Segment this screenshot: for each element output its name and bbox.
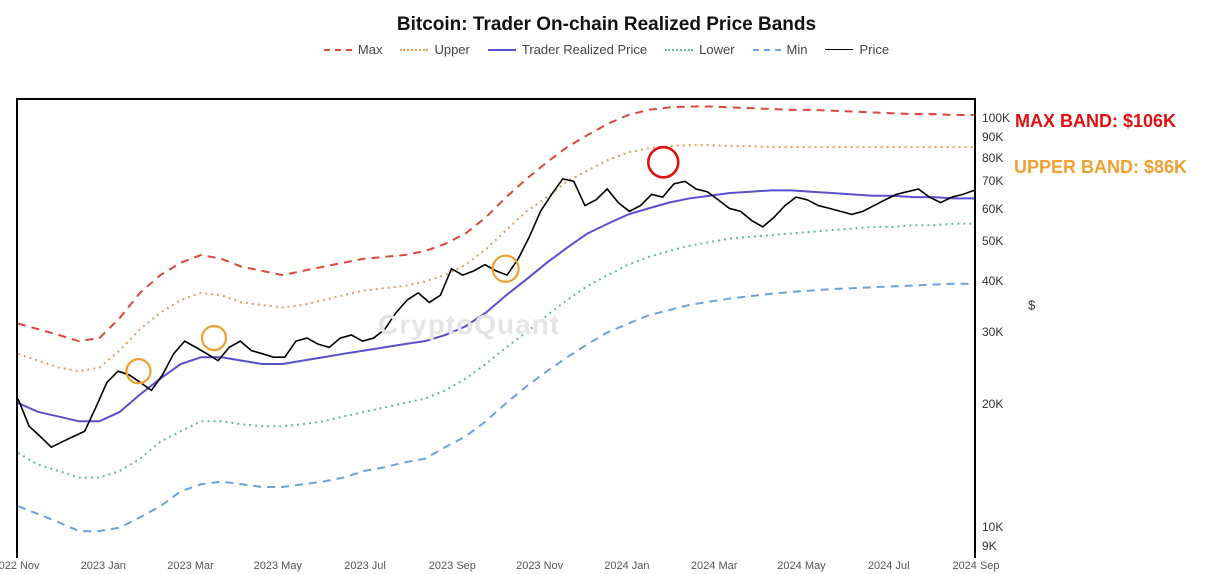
legend-item: Trader Realized Price (488, 42, 647, 57)
x-tick-label: 2024 Jul (868, 560, 910, 572)
series-line (18, 190, 974, 421)
y-axis-label: $ (1028, 297, 1035, 312)
x-tick-label: 2023 Jan (81, 560, 126, 572)
legend-swatch (488, 49, 516, 51)
legend-label: Lower (699, 42, 734, 57)
chart-title: Bitcoin: Trader On-chain Realized Price … (0, 14, 1213, 36)
x-tick-label: 2023 Mar (167, 560, 213, 572)
series-line (18, 224, 974, 478)
chart-plot-area: CryptoQuant (16, 98, 976, 558)
y-tick-label: 80K (982, 151, 1003, 165)
y-tick-label: 20K (982, 397, 1003, 411)
highlight-circle (493, 256, 519, 282)
chart-legend: Max Upper Trader Realized Price Lower Min Pri… (0, 42, 1213, 57)
series-line (18, 145, 974, 371)
series-line (18, 284, 974, 531)
x-axis-ticks: 2022 Nov2023 Jan2023 Mar2023 May2023 Jul… (16, 560, 976, 574)
legend-item: Upper (400, 42, 469, 57)
legend-label: Trader Realized Price (522, 42, 647, 57)
x-tick-label: 2022 Nov (0, 560, 40, 572)
legend-item: Lower (665, 42, 734, 57)
annotation-label: UPPER BAND: $86K (1014, 157, 1187, 178)
x-tick-label: 2023 Sep (429, 560, 476, 572)
y-tick-label: 70K (982, 174, 1003, 188)
annotation-label: MAX BAND: $106K (1015, 111, 1176, 132)
x-tick-label: 2023 May (254, 560, 302, 572)
chart-svg (18, 100, 974, 558)
legend-swatch (753, 49, 781, 51)
x-tick-label: 2023 Jul (344, 560, 386, 572)
legend-label: Min (787, 42, 808, 57)
legend-swatch (665, 49, 693, 51)
legend-label: Upper (434, 42, 469, 57)
legend-label: Price (859, 42, 889, 57)
legend-item: Price (825, 42, 889, 57)
x-tick-label: 2024 Jan (604, 560, 649, 572)
highlight-circle (127, 359, 151, 383)
y-tick-label: 30K (982, 325, 1003, 339)
chart-page: Bitcoin: Trader On-chain Realized Price … (0, 14, 1213, 571)
highlight-circle (202, 326, 226, 350)
x-tick-label: 2023 Nov (516, 560, 563, 572)
series-line (18, 179, 974, 447)
highlight-circle (648, 147, 678, 177)
y-tick-label: 90K (982, 130, 1003, 144)
legend-item: Min (753, 42, 808, 57)
y-tick-label: 9K (982, 539, 997, 553)
legend-swatch (825, 49, 853, 50)
y-tick-label: 50K (982, 234, 1003, 248)
series-line (18, 107, 974, 342)
y-tick-label: 40K (982, 274, 1003, 288)
x-tick-label: 2024 Sep (952, 560, 999, 572)
legend-item: Max (324, 42, 383, 57)
y-tick-label: 60K (982, 202, 1003, 216)
y-tick-label: 10K (982, 520, 1003, 534)
x-tick-label: 2024 Mar (691, 560, 737, 572)
legend-swatch (400, 49, 428, 51)
legend-swatch (324, 49, 352, 51)
x-tick-label: 2024 May (777, 560, 825, 572)
legend-label: Max (358, 42, 383, 57)
y-tick-label: 100K (982, 111, 1010, 125)
